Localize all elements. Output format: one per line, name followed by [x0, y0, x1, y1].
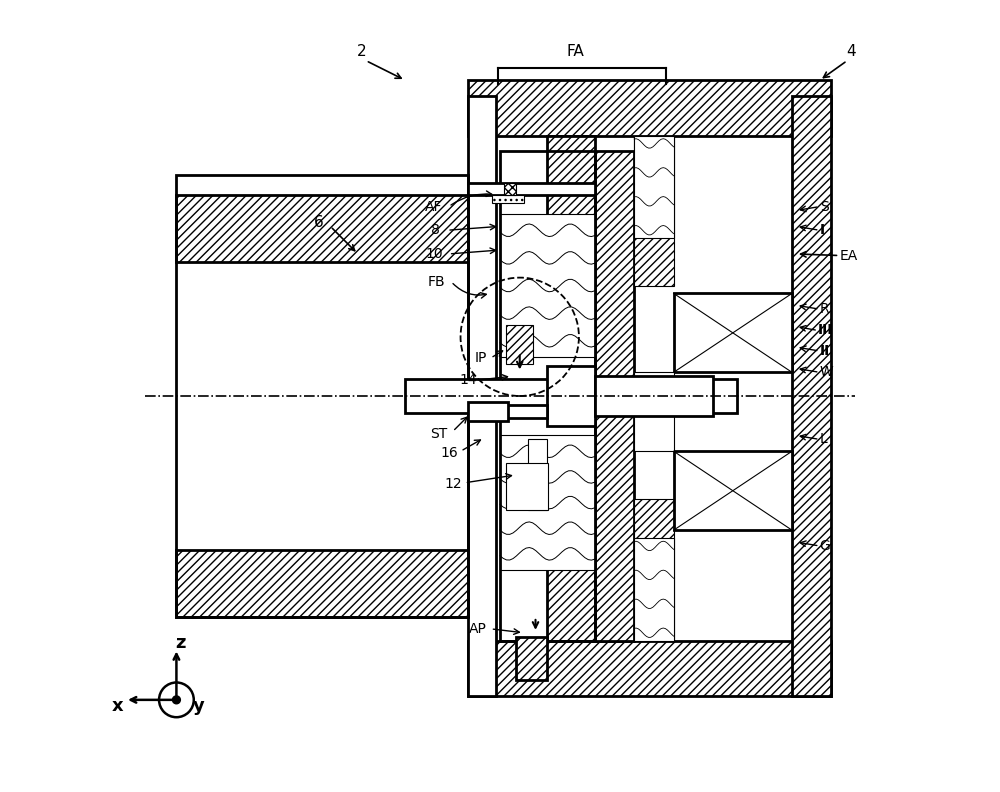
- Bar: [516, 637, 547, 680]
- Bar: [500, 215, 595, 356]
- Bar: [405, 384, 737, 408]
- Bar: [674, 451, 792, 530]
- Text: W: W: [820, 365, 833, 379]
- Text: AF: AF: [425, 200, 443, 214]
- Bar: [492, 195, 524, 203]
- Text: x: x: [111, 697, 123, 715]
- Text: G: G: [820, 539, 830, 553]
- Text: FA: FA: [566, 44, 584, 59]
- Text: z: z: [175, 634, 186, 652]
- Bar: [500, 436, 595, 569]
- Bar: [595, 151, 634, 641]
- Bar: [792, 96, 831, 696]
- Bar: [547, 135, 595, 246]
- Bar: [674, 293, 792, 372]
- Bar: [468, 402, 508, 421]
- Text: I: I: [820, 223, 825, 238]
- Bar: [504, 183, 516, 195]
- Bar: [176, 175, 468, 617]
- Circle shape: [172, 696, 180, 704]
- Circle shape: [159, 683, 194, 718]
- Text: 8: 8: [431, 223, 440, 238]
- Text: 12: 12: [445, 478, 462, 491]
- Bar: [506, 463, 548, 510]
- Bar: [176, 195, 480, 262]
- Text: 6: 6: [314, 215, 323, 230]
- Text: AP: AP: [468, 622, 486, 636]
- Bar: [634, 499, 674, 641]
- Text: R: R: [820, 303, 829, 316]
- Text: 4: 4: [846, 44, 856, 59]
- Bar: [468, 96, 496, 696]
- Text: 16: 16: [441, 446, 459, 460]
- Text: y: y: [193, 697, 204, 715]
- Bar: [528, 440, 547, 510]
- Text: ST: ST: [431, 427, 448, 441]
- Text: III: III: [818, 323, 833, 337]
- Bar: [634, 372, 674, 451]
- Bar: [468, 183, 595, 195]
- Text: 10: 10: [425, 247, 443, 261]
- Bar: [634, 135, 674, 238]
- Bar: [480, 406, 547, 418]
- Bar: [547, 546, 595, 641]
- Bar: [595, 376, 713, 416]
- Text: 14: 14: [459, 373, 477, 387]
- Text: 2: 2: [357, 44, 367, 59]
- Bar: [506, 325, 533, 364]
- Text: S: S: [820, 200, 828, 214]
- Bar: [468, 80, 831, 135]
- Bar: [176, 550, 480, 617]
- Bar: [468, 641, 831, 696]
- Bar: [634, 135, 674, 285]
- Text: L: L: [820, 432, 827, 447]
- Bar: [634, 538, 674, 641]
- Text: II: II: [820, 344, 830, 358]
- Text: IP: IP: [475, 351, 487, 365]
- Bar: [500, 151, 595, 641]
- Bar: [547, 366, 595, 426]
- Text: EA: EA: [839, 249, 858, 262]
- Bar: [405, 379, 737, 413]
- Text: FB: FB: [427, 275, 445, 288]
